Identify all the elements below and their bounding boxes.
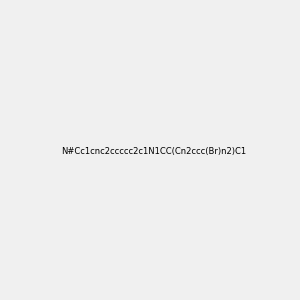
Text: N#Cc1cnc2ccccc2c1N1CC(Cn2ccc(Br)n2)C1: N#Cc1cnc2ccccc2c1N1CC(Cn2ccc(Br)n2)C1 [61,147,246,156]
